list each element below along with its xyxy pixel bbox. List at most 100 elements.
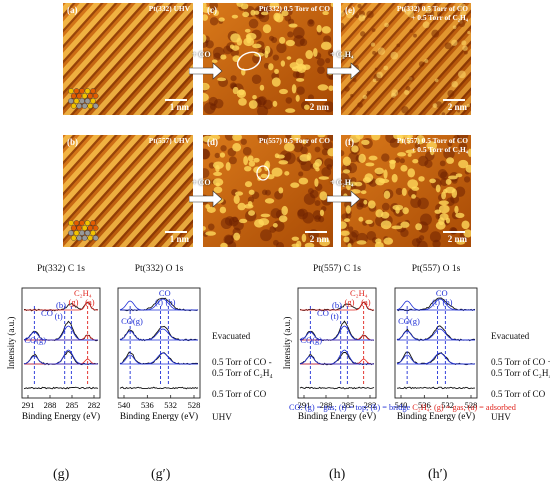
stm-panel-e: (e) Pt(332) 0.5 Torr of CO + 0.5 Torr of C… xyxy=(341,3,471,115)
trace-label: 0.5 Torr of C₂H₄ xyxy=(212,368,273,378)
fit-component xyxy=(120,352,198,365)
spectrum-trace xyxy=(299,352,375,366)
fit-component xyxy=(300,349,374,365)
stm-panel-b: (b) Pt(557) UHV 1 nm xyxy=(63,135,193,247)
peak-label-top: (t) xyxy=(155,297,163,307)
spectrum-trace xyxy=(119,386,199,390)
spectrum-trace xyxy=(119,351,199,365)
peak-label-co-gas: CO(g) xyxy=(300,335,322,345)
stm-image-f xyxy=(341,135,471,247)
trace-label: 0.5 Torr of CO xyxy=(491,389,546,399)
fit-component xyxy=(119,354,198,365)
fit-component xyxy=(119,300,198,311)
peak-label-co: CO xyxy=(436,288,448,298)
stm-panel-title: Pt(332) UHV xyxy=(148,4,190,13)
x-tick-label: 288 xyxy=(320,400,333,410)
scale-bar-label: 1 nm xyxy=(169,102,189,112)
spectrum-trace xyxy=(23,351,99,366)
x-tick-label: 540 xyxy=(395,400,408,410)
xps-panel-letter: (h′) xyxy=(428,467,448,482)
scale-bar xyxy=(305,99,327,101)
peak-label-co: CO xyxy=(317,308,329,318)
scale-bar xyxy=(165,231,187,233)
spectrum-trace xyxy=(23,386,99,390)
arrow-c2h4-bottom xyxy=(326,188,361,208)
trace-label: 0.5 Torr of CO + xyxy=(491,357,550,367)
trace-label: Evacuated xyxy=(212,331,251,341)
stm-panel-title: Pt(557) 0.5 Torr of CO xyxy=(258,136,330,145)
fit-component xyxy=(396,300,475,311)
spectrum-trace xyxy=(397,386,475,390)
stm-panel-f: (f) Pt(557) 0.5 Torr of CO + 0.5 Torr of C… xyxy=(341,135,471,247)
stm-image-e xyxy=(341,3,471,115)
peak-label-c2h4: C₂H₄ xyxy=(350,288,368,298)
x-tick-label: 291 xyxy=(298,400,311,410)
stm-panel-title: Pt(332) 0.5 Torr of CO xyxy=(258,4,330,13)
peak-label-c2h4: C₂H₄ xyxy=(74,288,92,298)
stm-panel-letter: (a) xyxy=(67,5,78,15)
fit-component xyxy=(24,301,98,311)
x-tick-label: 282 xyxy=(364,400,377,410)
x-tick-label: 288 xyxy=(44,400,57,410)
peak-label-top: (t) xyxy=(331,311,339,321)
peak-label-c2h4-adsorbed: (a) xyxy=(361,297,371,307)
peak-label-co-gas: CO(g) xyxy=(398,316,420,326)
stm-panel-title: Pt(557) UHV xyxy=(148,136,190,145)
xps-panel-g: Pt(332) C 1s 291 288 285 282 C₂H₄ (g) (a) (b) CO(… xyxy=(2,264,120,434)
xps-panel-title: Pt(332) O 1s xyxy=(134,264,184,274)
x-tick-label: 528 xyxy=(465,400,478,410)
spectrum-trace xyxy=(120,297,199,312)
fit-component xyxy=(299,331,374,341)
xps-panel-letter: (h) xyxy=(329,467,346,482)
spectrum-trace xyxy=(396,297,476,312)
stm-panel-letter: (b) xyxy=(67,137,78,147)
x-axis-label: Binding Energy (eV) xyxy=(298,411,376,422)
stm-panel-a: (a) Pt(332) UHV 1 nm xyxy=(63,3,193,115)
peak-label-c2h4-gas: (g) xyxy=(69,297,79,307)
scale-bar-label: 2 nm xyxy=(309,234,329,244)
arrow-label: + C₂H₄ xyxy=(330,50,354,59)
trace-label: Evacuated xyxy=(491,331,530,341)
peak-label-bridge: (b) xyxy=(166,297,176,307)
plot-frame xyxy=(297,287,377,399)
peak-label-co-gas: CO(g) xyxy=(24,335,46,345)
trace-label: 0.5 Torr of CO - xyxy=(212,357,272,367)
x-tick-label: 536 xyxy=(141,400,154,410)
spectrum-trace xyxy=(396,351,476,366)
arrow-label: + CO xyxy=(192,178,211,187)
plot-frame xyxy=(21,287,101,399)
stm-panel-letter: (c) xyxy=(207,5,217,15)
stm-image-d xyxy=(203,135,333,247)
peak-label-top: (t) xyxy=(55,311,63,321)
trace-label: 0.5 Torr of C₂H₄ xyxy=(491,368,550,378)
xps-panel-h-prime: Pt(557) O 1s 540 536 532 528 CO (t) (b) CO(g) Bin… xyxy=(375,264,497,434)
xps-panel-letter: (g′) xyxy=(151,467,171,482)
fit-component xyxy=(299,355,374,365)
fit-component xyxy=(300,301,374,311)
y-axis-label: Intensity (a.u.) xyxy=(282,317,292,370)
scale-bar xyxy=(305,231,327,233)
spectrum-trace xyxy=(396,325,476,342)
x-axis-label: Binding Energy (eV) xyxy=(22,411,100,422)
scale-bar xyxy=(443,231,465,233)
x-tick-label: 528 xyxy=(188,400,201,410)
peak-label-c2h4-adsorbed: (a) xyxy=(85,297,95,307)
scale-bar xyxy=(443,99,465,101)
xps-panel-title: Pt(557) O 1s xyxy=(411,264,461,274)
peak-label-co-gas: CO(g) xyxy=(121,316,143,326)
xps-panel-letter: (g) xyxy=(53,467,70,482)
xps-panel-title: Pt(557) C 1s xyxy=(312,264,362,274)
fit-component xyxy=(119,330,198,341)
stm-image-a xyxy=(63,3,193,115)
arrow-label: + CO xyxy=(192,50,211,59)
stm-panel-d: (d) Pt(557) 0.5 Torr of CO 2 nm xyxy=(203,135,333,247)
scale-bar-label: 2 nm xyxy=(309,102,329,112)
stm-image-b xyxy=(63,135,193,247)
xps-panel-title: Pt(332) C 1s xyxy=(36,264,86,274)
peak-label-bridge: (b) xyxy=(443,297,453,307)
peak-label-bridge: (b) xyxy=(332,300,342,310)
arrow-co-top xyxy=(188,60,223,80)
fit-component xyxy=(396,330,475,341)
scale-bar-label: 2 nm xyxy=(447,102,467,112)
stm-panel-letter: (e) xyxy=(345,5,355,15)
